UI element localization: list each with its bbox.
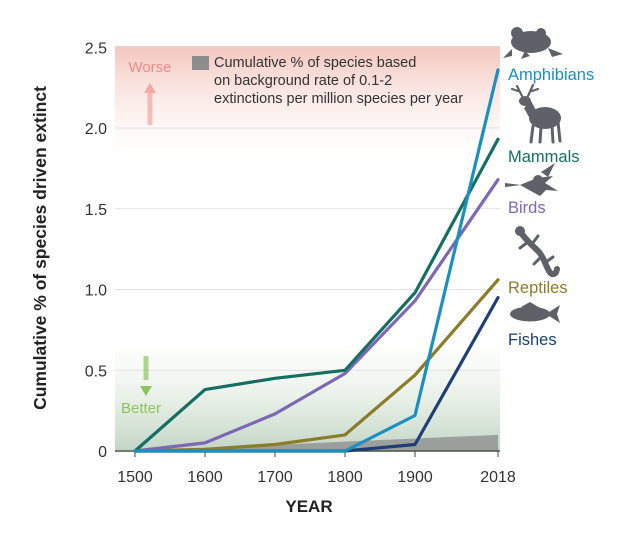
- legend-swatch: [192, 56, 209, 70]
- y-axis-title: Cumulative % of species driven extinct: [30, 86, 50, 410]
- series-label-amphibians: Amphibians: [508, 66, 594, 84]
- series-line-mammals: [133, 137, 500, 453]
- series-line-amphibians: [133, 68, 500, 453]
- x-axis-ticks: 1500 1600 1700 1800 1900 2018: [117, 451, 516, 486]
- x-tick-label: 1600: [187, 469, 223, 486]
- x-tick-label: 1800: [327, 469, 363, 486]
- y-tick-label: 2.5: [85, 40, 107, 57]
- worse-arrow-head-icon: [144, 83, 156, 93]
- better-arrow-shaft: [143, 356, 149, 380]
- worse-annotation: Worse: [128, 59, 172, 125]
- worse-gradient-zone: [115, 46, 500, 156]
- worse-label: Worse: [128, 59, 171, 76]
- x-tick-label: 1500: [117, 469, 153, 486]
- legend-line-1: Cumulative % of species based: [214, 55, 416, 71]
- x-tick-label: 1900: [397, 469, 433, 486]
- better-annotation: Better: [121, 356, 161, 417]
- hummingbird-icon: [505, 163, 558, 196]
- y-tick-label: 2.0: [85, 121, 107, 138]
- better-label: Better: [121, 400, 161, 417]
- series-lines: [133, 68, 500, 453]
- series-label-birds: Birds: [508, 199, 546, 217]
- y-tick-label: 0.5: [85, 363, 107, 380]
- series-label-fishes: Fishes: [508, 331, 557, 349]
- legend-line-3: extinctions per million species per year: [214, 91, 463, 107]
- series-labels: Amphibians Mammals Birds Reptiles Fishes: [508, 66, 594, 349]
- lizard-icon: [515, 226, 560, 278]
- legend: Cumulative % of species based on backgro…: [192, 55, 463, 107]
- y-axis-ticks: 0 0.5 1.0 1.5 2.0 2.5: [85, 40, 107, 461]
- y-tick-label: 1.0: [85, 283, 107, 300]
- fish-icon: [510, 302, 560, 323]
- background-rate-band: [135, 434, 498, 451]
- deer-icon: [510, 83, 562, 144]
- x-tick-label: 1700: [257, 469, 293, 486]
- y-tick-label: 1.5: [85, 202, 107, 219]
- y-tick-label: 0: [98, 444, 107, 461]
- better-arrow-head-icon: [140, 386, 152, 396]
- x-tick-label: 2018: [480, 469, 516, 486]
- worse-arrow-shaft: [147, 93, 153, 125]
- series-label-reptiles: Reptiles: [508, 279, 568, 297]
- legend-line-2: on background rate of 0.1-2: [214, 73, 392, 89]
- series-line-birds: [133, 178, 500, 453]
- frog-icon: [503, 27, 563, 59]
- y-gridlines: [115, 46, 500, 371]
- x-axis-title: YEAR: [285, 497, 332, 516]
- series-label-mammals: Mammals: [508, 148, 580, 166]
